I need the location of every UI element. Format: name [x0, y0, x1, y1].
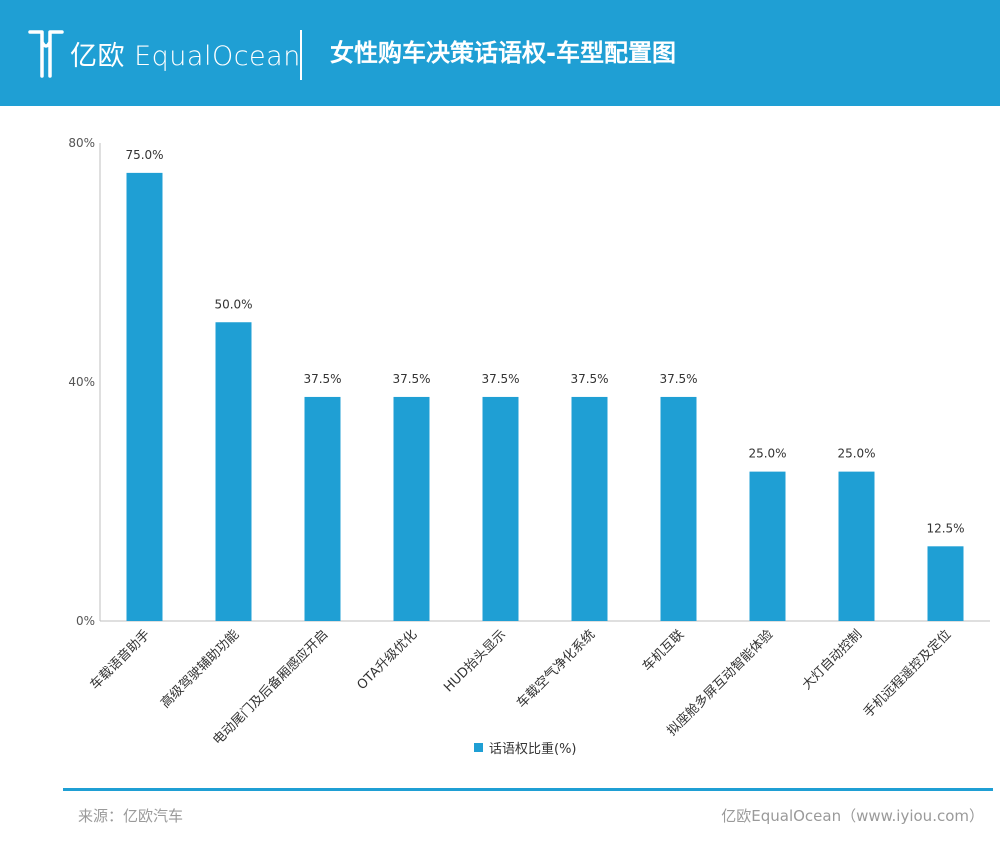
- data-label: 37.5%: [481, 372, 519, 386]
- bar: [749, 471, 786, 621]
- y-tick-label: 80%: [68, 136, 95, 150]
- bar: [393, 396, 430, 621]
- data-label: 37.5%: [303, 372, 341, 386]
- data-label: 37.5%: [392, 372, 430, 386]
- equalocean-logo-icon: [28, 30, 64, 78]
- bar-chart: 80%40%0%75.0%车载语音助手50.0%高级驾驶辅助功能37.5%电动尾…: [68, 136, 990, 748]
- source-note: 来源：亿欧汽车: [78, 807, 184, 825]
- x-tick-label: 手机远程遥控及定位: [861, 627, 954, 720]
- x-tick-label: 车机互联: [639, 627, 687, 675]
- x-tick-label: 高级驾驶辅助功能: [157, 627, 242, 712]
- brand-name: 亿欧 EqualOcean: [70, 41, 301, 72]
- x-tick-label: 车载空气净化系统: [513, 627, 598, 712]
- legend-label: 话语权比重(%): [489, 741, 577, 757]
- data-label: 25.0%: [837, 447, 875, 461]
- data-label: 75.0%: [125, 148, 163, 162]
- y-tick-label: 0%: [76, 614, 95, 628]
- data-label: 12.5%: [926, 521, 964, 535]
- x-tick-label: HUD抬头显示: [441, 627, 509, 695]
- bar: [126, 172, 163, 621]
- header-banner: 亿欧 EqualOcean 女性购车决策话语权-车型配置图: [0, 0, 1000, 106]
- credit-note: 亿欧EqualOcean（www.iyiou.com）: [721, 807, 984, 825]
- bar: [304, 396, 341, 621]
- y-tick-label: 40%: [68, 375, 95, 389]
- bar: [215, 322, 252, 621]
- x-tick-label: OTA升级优化: [355, 627, 421, 693]
- x-tick-label: 大灯自动控制: [800, 627, 866, 693]
- bar: [927, 546, 964, 621]
- bar: [482, 396, 519, 621]
- bar: [571, 396, 608, 621]
- x-tick-label: 车载语音助手: [87, 627, 153, 693]
- legend-swatch: [474, 742, 483, 752]
- bar: [838, 471, 875, 621]
- chart-legend: 话语权比重(%): [474, 738, 577, 757]
- data-label: 50.0%: [214, 297, 252, 311]
- bar: [660, 396, 697, 621]
- header-divider: [300, 30, 302, 80]
- footer-divider: [63, 788, 993, 791]
- data-label: 37.5%: [570, 372, 608, 386]
- data-label: 37.5%: [659, 372, 697, 386]
- page-title: 女性购车决策话语权-车型配置图: [330, 39, 676, 67]
- data-label: 25.0%: [748, 447, 786, 461]
